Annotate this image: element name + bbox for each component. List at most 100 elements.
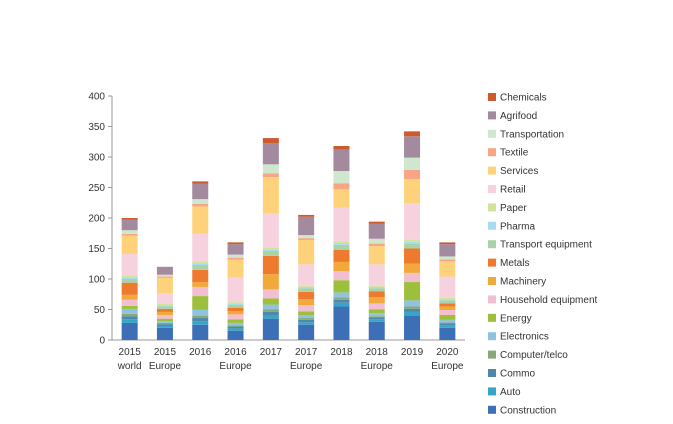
legend-swatch <box>488 185 496 193</box>
bar-stacks <box>121 131 456 340</box>
legend-swatch <box>488 277 496 285</box>
bar-segment-energy <box>121 305 138 309</box>
bar-segment-computer-telco <box>227 325 244 327</box>
bar-segment-auto <box>298 322 315 325</box>
bar-segment-machinery <box>404 263 421 273</box>
bar-segment-household-equipment <box>368 303 385 310</box>
legend-swatch <box>488 313 496 322</box>
bar-segment-retail <box>298 264 315 286</box>
y-tick-label: 350 <box>88 122 105 133</box>
x-tick-label-year: 2018 <box>330 347 353 358</box>
bar-segment-auto <box>439 325 456 328</box>
x-tick-label-year: 2015 <box>154 347 177 358</box>
bar-segment-services <box>368 246 385 265</box>
legend-item: Agrifood <box>488 111 537 122</box>
bar-segment-electronics <box>404 300 421 307</box>
bar-segment-energy <box>404 282 421 301</box>
bar-segment-retail <box>121 253 138 276</box>
legend-item: Metals <box>488 258 529 269</box>
x-tick-label-region: Europe <box>361 361 394 372</box>
bar-segment-transportation <box>298 235 315 239</box>
bar-segment-transport-equipment <box>121 279 138 283</box>
legend-item: Auto <box>488 387 521 398</box>
bar-segment-construction <box>333 306 350 340</box>
bar-segment-agrifood <box>121 219 138 231</box>
bar-segment-transport-equipment <box>156 306 173 309</box>
bar-segment-transportation <box>227 254 244 258</box>
bar-segment-paper <box>368 285 385 287</box>
bar-segment-transportation <box>262 164 279 174</box>
bar-segment-paper <box>298 285 315 287</box>
bar-segment-household-equipment <box>156 314 173 319</box>
legend-label: Retail <box>500 185 526 196</box>
bar-segment-household-equipment <box>298 305 315 312</box>
bar-segment-textile <box>333 183 350 190</box>
bar-segment-machinery <box>298 299 315 306</box>
bar-segment-retail <box>192 233 209 262</box>
bar-stack <box>121 218 138 340</box>
bar-segment-commo <box>439 323 456 326</box>
legend-label: Services <box>500 166 538 177</box>
bar-segment-auto <box>368 319 385 322</box>
bar-segment-retail <box>262 213 279 248</box>
legend-label: Commo <box>500 369 535 380</box>
y-tick-label: 200 <box>88 214 105 225</box>
bar-segment-transport-equipment <box>404 243 421 249</box>
bar-segment-chemicals <box>298 214 315 217</box>
bar-segment-agrifood <box>439 244 456 257</box>
bar-stack <box>368 221 385 340</box>
bar-stack <box>227 242 244 340</box>
bar-segment-transport-equipment <box>333 244 350 250</box>
bar-segment-construction <box>298 324 315 340</box>
bar-segment-chemicals <box>368 221 385 224</box>
legend-swatch <box>488 405 496 414</box>
bar-segment-agrifood <box>298 216 315 236</box>
x-tick-label-region: world <box>117 361 142 372</box>
bar-segment-transportation <box>333 171 350 184</box>
bar-segment-energy <box>262 298 279 305</box>
bar-segment-services <box>227 259 244 278</box>
bar-segment-transport-equipment <box>439 300 456 304</box>
bar-segment-chemicals <box>262 138 279 143</box>
x-tick-label-year: 2018 <box>366 347 389 358</box>
legend-item: Transportation <box>488 129 564 140</box>
legend-item: Computer/telco <box>488 350 568 361</box>
x-tick-label-year: 2019 <box>401 347 424 358</box>
bar-stack <box>404 131 421 340</box>
bar-segment-chemicals <box>404 131 421 137</box>
legend-swatch <box>488 350 496 359</box>
legend-item: Services <box>488 166 538 177</box>
y-tick-label: 150 <box>88 244 105 255</box>
bar-segment-pharma <box>227 303 244 305</box>
bar-segment-paper <box>404 239 421 242</box>
bar-segment-agrifood <box>156 266 173 275</box>
bar-segment-textile <box>439 259 456 262</box>
x-tick-label-region: Europe <box>219 361 252 372</box>
bar-segment-household-equipment <box>192 286 209 297</box>
legend-item: Pharma <box>488 221 535 232</box>
bar-segment-textile <box>156 276 173 278</box>
bar-segment-transportation <box>439 256 456 260</box>
bar-segment-construction <box>404 315 421 340</box>
bar-segment-pharma <box>404 241 421 244</box>
bar-segment-transport-equipment <box>262 250 279 256</box>
legend-item: Household equipment <box>488 295 598 306</box>
bar-segment-agrifood <box>368 223 385 239</box>
bar-segment-machinery <box>368 297 385 304</box>
bar-segment-construction <box>156 327 173 340</box>
bar-segment-computer-telco <box>404 306 421 309</box>
bar-segment-electronics <box>192 309 209 316</box>
bar-segment-auto <box>333 302 350 307</box>
legend-item: Electronics <box>488 332 549 343</box>
x-tick-label-year: 2016 <box>224 347 247 358</box>
x-tick-label-region: Europe <box>431 361 464 372</box>
legend-item: Retail <box>488 185 526 196</box>
bar-segment-pharma <box>439 299 456 301</box>
legend-item: Machinery <box>488 277 546 288</box>
bar-segment-electronics <box>156 321 173 323</box>
bar-segment-commo <box>333 299 350 303</box>
bar-segment-energy <box>439 314 456 320</box>
legend-swatch <box>488 258 496 267</box>
legend-label: Transportation <box>500 129 564 140</box>
